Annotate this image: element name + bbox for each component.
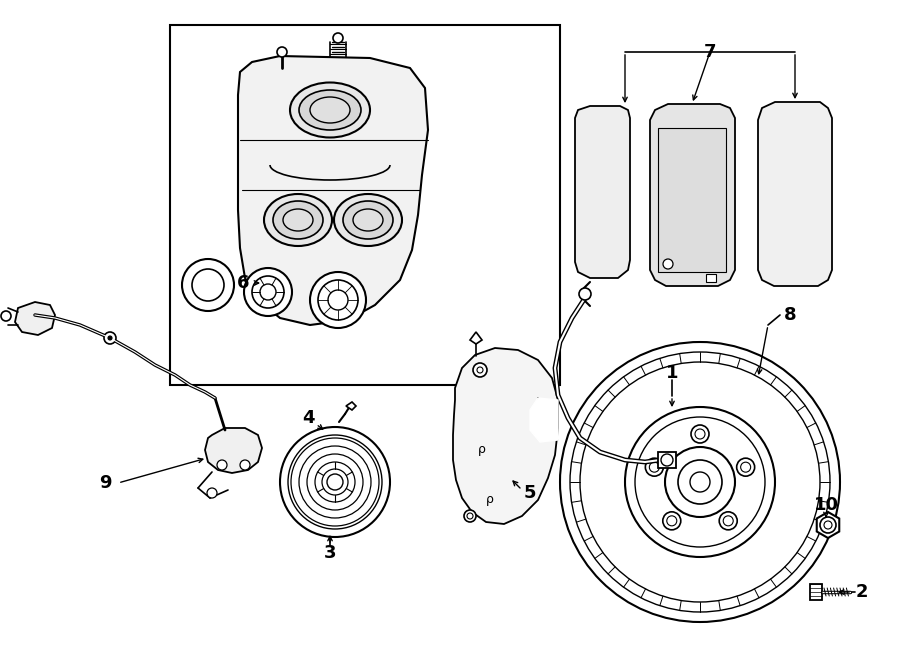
Polygon shape <box>706 274 716 282</box>
Text: 10: 10 <box>814 496 839 514</box>
Circle shape <box>244 268 292 316</box>
Text: 3: 3 <box>324 544 337 562</box>
Ellipse shape <box>283 209 313 231</box>
Circle shape <box>310 272 366 328</box>
Circle shape <box>467 513 473 519</box>
Circle shape <box>328 290 348 310</box>
Polygon shape <box>810 584 822 600</box>
Text: 1: 1 <box>666 364 679 382</box>
Circle shape <box>252 276 284 308</box>
Circle shape <box>579 288 591 300</box>
Circle shape <box>333 33 343 43</box>
Circle shape <box>327 474 343 490</box>
Ellipse shape <box>273 201 323 239</box>
Circle shape <box>820 517 836 533</box>
Circle shape <box>240 460 250 470</box>
Polygon shape <box>346 402 356 410</box>
Text: 4: 4 <box>302 409 314 427</box>
Circle shape <box>207 488 217 498</box>
Ellipse shape <box>334 194 402 246</box>
Ellipse shape <box>299 90 361 130</box>
Ellipse shape <box>353 209 383 231</box>
Circle shape <box>104 332 116 344</box>
Polygon shape <box>816 512 840 538</box>
Circle shape <box>108 336 112 340</box>
Polygon shape <box>658 128 726 272</box>
Circle shape <box>464 510 476 522</box>
Polygon shape <box>758 102 832 286</box>
Text: 8: 8 <box>784 306 796 324</box>
Circle shape <box>663 259 673 269</box>
Circle shape <box>1 311 11 321</box>
Circle shape <box>182 259 234 311</box>
Text: 2: 2 <box>856 583 868 601</box>
Text: 5: 5 <box>524 484 536 502</box>
Text: ρ: ρ <box>486 493 494 506</box>
Circle shape <box>824 521 832 529</box>
Polygon shape <box>238 56 428 325</box>
Text: ρ: ρ <box>478 444 486 457</box>
Polygon shape <box>205 428 262 473</box>
Circle shape <box>280 427 390 537</box>
Polygon shape <box>470 332 482 344</box>
Circle shape <box>260 284 276 300</box>
Circle shape <box>192 269 224 301</box>
Text: 7: 7 <box>704 43 716 61</box>
Ellipse shape <box>264 194 332 246</box>
Polygon shape <box>15 302 55 335</box>
Polygon shape <box>530 398 558 442</box>
Circle shape <box>318 280 358 320</box>
Ellipse shape <box>343 201 393 239</box>
Polygon shape <box>453 348 558 524</box>
Polygon shape <box>658 452 676 468</box>
Ellipse shape <box>310 97 350 123</box>
Text: 6: 6 <box>237 274 249 292</box>
Text: 9: 9 <box>99 474 112 492</box>
Bar <box>170 25 560 385</box>
Circle shape <box>560 342 840 622</box>
Circle shape <box>277 47 287 57</box>
Circle shape <box>217 460 227 470</box>
Polygon shape <box>330 74 346 82</box>
Polygon shape <box>575 106 630 278</box>
Circle shape <box>473 363 487 377</box>
Circle shape <box>661 454 673 466</box>
Ellipse shape <box>290 83 370 138</box>
Circle shape <box>690 472 710 492</box>
Circle shape <box>477 367 483 373</box>
Polygon shape <box>650 104 735 286</box>
